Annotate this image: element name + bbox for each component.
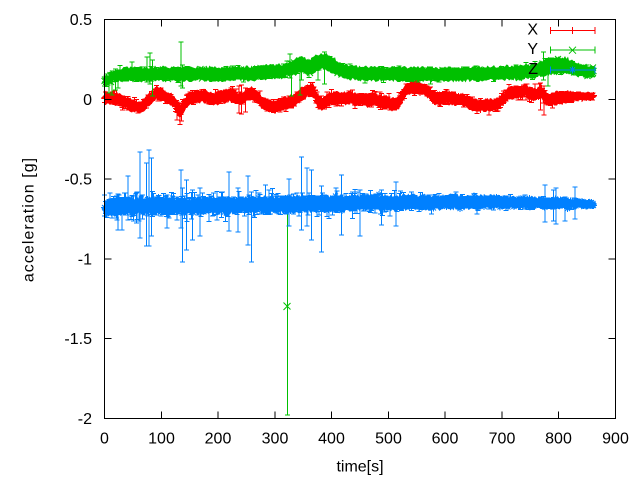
svg-text:200: 200	[205, 431, 232, 448]
svg-text:X: X	[527, 21, 538, 38]
svg-text:400: 400	[318, 431, 345, 448]
svg-text:-1.5: -1.5	[64, 331, 92, 348]
svg-text:acceleration [g]: acceleration [g]	[21, 157, 38, 282]
svg-text:300: 300	[262, 431, 289, 448]
svg-text:Y: Y	[527, 41, 538, 58]
svg-text:0: 0	[83, 92, 92, 109]
svg-text:100: 100	[148, 431, 175, 448]
svg-text:800: 800	[545, 431, 572, 448]
svg-text:700: 700	[489, 431, 516, 448]
svg-text:0: 0	[100, 431, 109, 448]
svg-text:Z: Z	[528, 61, 538, 78]
svg-text:900: 900	[602, 431, 629, 448]
svg-text:-0.5: -0.5	[64, 172, 92, 189]
svg-text:0.5: 0.5	[70, 12, 92, 29]
svg-text:-1: -1	[78, 252, 92, 269]
svg-text:500: 500	[375, 431, 402, 448]
svg-text:600: 600	[432, 431, 459, 448]
svg-text:time[s]: time[s]	[336, 459, 383, 476]
svg-text:-2: -2	[78, 411, 92, 428]
